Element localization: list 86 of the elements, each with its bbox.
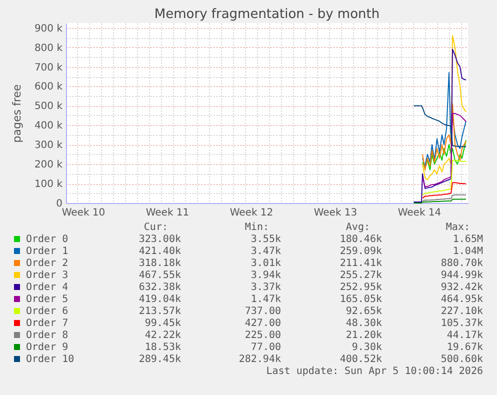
text: 318.18k bbox=[138, 258, 181, 269]
text: 3.47k bbox=[250, 246, 281, 257]
text: 3.01k bbox=[250, 258, 281, 269]
text: 880.70k bbox=[440, 258, 483, 269]
text: 259.09k bbox=[340, 246, 382, 257]
y-tick-label: 0 bbox=[56, 198, 62, 210]
y-tick-label: 800 k bbox=[34, 42, 63, 54]
text: 419.04k bbox=[138, 294, 181, 305]
text: Last update: Sun Apr 5 10:00:14 2026 bbox=[266, 366, 483, 377]
text: 213.57k bbox=[138, 306, 181, 317]
text: 3.94k bbox=[250, 270, 281, 281]
text: 632.38k bbox=[138, 282, 181, 293]
text: 737.00 bbox=[244, 306, 281, 317]
line-series bbox=[422, 140, 466, 170]
y-tick-label: 700 k bbox=[34, 62, 63, 74]
x-tick-label: Week 11 bbox=[146, 208, 190, 218]
legend-label: Order 10 bbox=[26, 354, 74, 365]
legend-label: Order 2 bbox=[26, 258, 68, 269]
text: 105.37k bbox=[440, 318, 483, 329]
text: 42.22k bbox=[144, 330, 181, 341]
line-series bbox=[422, 103, 466, 170]
y-tick-label: 300 k bbox=[34, 140, 63, 152]
line-series bbox=[422, 72, 466, 167]
legend-label: Order 6 bbox=[26, 306, 68, 317]
text: 464.95k bbox=[440, 294, 483, 305]
legend-label: Order 1 bbox=[26, 246, 68, 257]
text: 19.67k bbox=[446, 342, 483, 353]
text: 180.46k bbox=[340, 234, 382, 245]
x-tick-label: Week 13 bbox=[314, 208, 358, 218]
y-tick-label: 400 k bbox=[34, 120, 63, 132]
chart-title: Memory fragmentation - by month bbox=[154, 6, 380, 22]
x-tick-label: Week 10 bbox=[62, 208, 106, 218]
x-tick-label: Week 12 bbox=[230, 208, 274, 218]
text: 289.45k bbox=[138, 354, 181, 365]
line-series bbox=[422, 194, 466, 202]
legend-label: Order 8 bbox=[26, 330, 68, 341]
x-tick-label: Week 14 bbox=[398, 208, 442, 218]
y-tick-label: 200 k bbox=[34, 160, 63, 171]
line-series bbox=[422, 112, 466, 187]
text: 932.42k bbox=[440, 282, 483, 293]
y-tick-label: 500 k bbox=[34, 101, 63, 112]
text: Max: bbox=[446, 222, 470, 233]
text: 18.53k bbox=[144, 342, 181, 353]
text: 427.00 bbox=[244, 318, 281, 329]
text: 323.00k bbox=[138, 234, 181, 245]
text: 48.30k bbox=[346, 318, 382, 329]
y-tick-label: 900 k bbox=[34, 23, 63, 34]
text: 3.55k bbox=[250, 234, 281, 245]
text: 400.52k bbox=[340, 354, 382, 365]
text: 1.65M bbox=[452, 234, 483, 245]
text: 421.40k bbox=[138, 246, 181, 257]
legend-label: Order 3 bbox=[26, 270, 68, 281]
legend-label: Order 0 bbox=[26, 234, 68, 245]
text: Cur: bbox=[144, 222, 168, 233]
text: 165.05k bbox=[340, 294, 382, 305]
text: 1.47k bbox=[250, 294, 281, 305]
text: 77.00 bbox=[250, 342, 281, 353]
text: 252.95k bbox=[340, 282, 382, 293]
text: 3.37k bbox=[250, 282, 281, 293]
text: 255.27k bbox=[340, 270, 382, 281]
text: 211.41k bbox=[340, 258, 382, 269]
legend-label: Order 9 bbox=[26, 342, 68, 353]
text: 282.94k bbox=[238, 354, 281, 365]
line-series bbox=[413, 48, 466, 203]
text: Avg: bbox=[346, 222, 370, 233]
line-series bbox=[413, 105, 466, 148]
text: 21.20k bbox=[346, 330, 382, 341]
line-series bbox=[422, 182, 466, 199]
text: 227.10k bbox=[440, 306, 483, 317]
y-tick-label: 100 k bbox=[34, 179, 63, 190]
text: 500.60k bbox=[440, 354, 483, 365]
text: 9.30k bbox=[352, 342, 382, 353]
text: Min: bbox=[244, 222, 269, 233]
text: 225.00 bbox=[244, 330, 281, 341]
text: 944.99k bbox=[440, 270, 483, 281]
y-axis-title: pages free bbox=[10, 84, 24, 143]
line-series bbox=[422, 160, 466, 196]
text: 99.45k bbox=[144, 318, 181, 329]
legend-label: Order 4 bbox=[26, 282, 68, 293]
legend-label: Order 5 bbox=[26, 294, 68, 305]
text: 467.55k bbox=[138, 270, 181, 281]
text: 92.65k bbox=[346, 306, 382, 317]
y-tick-label: 600 k bbox=[34, 82, 63, 93]
text: 44.17k bbox=[446, 330, 483, 341]
legend-label: Order 7 bbox=[26, 318, 68, 329]
text: 1.04M bbox=[452, 246, 483, 257]
